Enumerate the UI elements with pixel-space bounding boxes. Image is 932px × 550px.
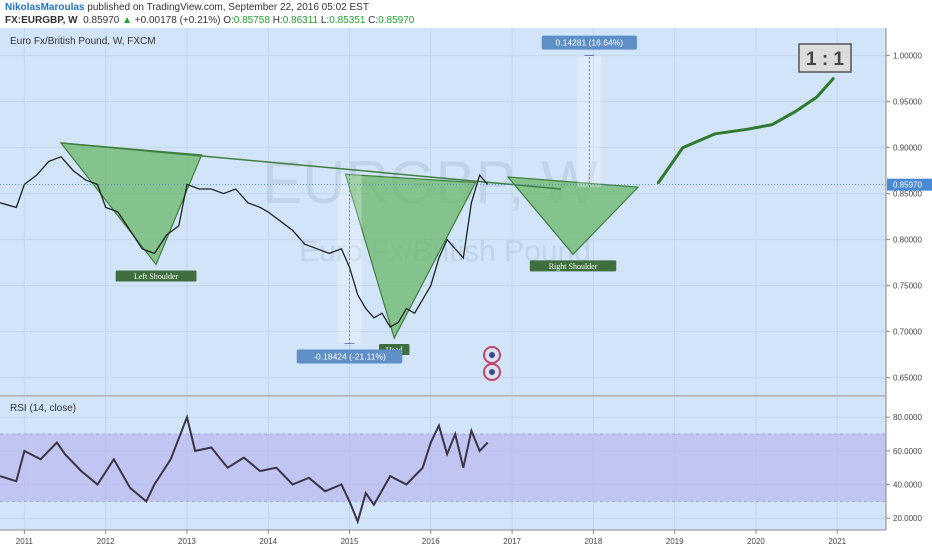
- low-label: L:: [320, 15, 330, 26]
- pattern-triangle[interactable]: [344, 173, 477, 340]
- x-tick-label: 2016: [422, 537, 440, 546]
- y-tick-label: 1.00000: [893, 52, 922, 61]
- x-tick-label: 2021: [828, 537, 846, 546]
- event-markers: [483, 346, 501, 381]
- published-text: published on TradingView.com, September …: [87, 2, 369, 13]
- current-price-tag: [887, 178, 932, 191]
- rsi-series[interactable]: [0, 413, 489, 525]
- main-pane-title: Euro Fx/British Pound, W, FXCM: [10, 36, 156, 47]
- ohlc-line: FX:EURGBP, W 0.85970 ▲ +0.00178 (+0.21%)…: [5, 15, 414, 26]
- last-price: 0.85970: [83, 15, 120, 26]
- measure-label-box: [541, 35, 637, 50]
- high-label: H:: [272, 15, 283, 26]
- pattern-label-box: [529, 260, 617, 272]
- y-tick-label: 0.75000: [893, 282, 922, 291]
- x-tick-label: 2020: [747, 537, 765, 546]
- high-value: 0.86311: [282, 15, 319, 26]
- price-series[interactable]: [0, 156, 489, 328]
- pattern-label: Left Shoulder: [134, 272, 179, 281]
- pattern-label-box: [115, 270, 197, 282]
- y-tick-label: 0.90000: [893, 144, 922, 153]
- author-link[interactable]: NikolasMaroulas: [5, 2, 85, 13]
- projection-curve[interactable]: [656, 77, 835, 185]
- x-tick-label: 2019: [666, 537, 684, 546]
- up-arrow-icon: ▲: [122, 15, 133, 26]
- rsi-band: [0, 434, 886, 502]
- open-label: O:: [223, 15, 234, 26]
- rsi-tick-label: 60.0000: [893, 447, 922, 456]
- price-change: +0.00178 (+0.21%): [134, 15, 221, 26]
- rsi-tick-label: 80.0000: [893, 413, 922, 422]
- close-value: 0.85970: [378, 15, 415, 26]
- current-price-label: 0.85970: [893, 181, 922, 190]
- x-tick-label: 2013: [178, 537, 196, 546]
- publish-line: NikolasMaroulas published on TradingView…: [5, 2, 369, 13]
- ratio-box: 1 : 1: [798, 43, 852, 73]
- symbol-label: FX:EURGBP, W: [5, 15, 78, 26]
- chart-canvas[interactable]: EURGBP, W Euro Fx/British Pound Left Sho…: [0, 28, 932, 550]
- measure-label: -0.18424 (-21.11%): [313, 352, 386, 362]
- pattern-label: Right Shoulder: [549, 262, 598, 271]
- chart-header: NikolasMaroulas published on TradingView…: [0, 0, 932, 29]
- rsi-tick-label: 40.0000: [893, 481, 922, 490]
- pattern-triangle[interactable]: [506, 176, 640, 256]
- ratio-label: 1 : 1: [806, 49, 844, 70]
- y-tick-label: 0.95000: [893, 98, 922, 107]
- x-tick-label: 2017: [503, 537, 521, 546]
- event-marker-dot: [489, 352, 495, 358]
- y-tick-label: 0.85000: [893, 190, 922, 199]
- y-tick-label: 0.70000: [893, 328, 922, 337]
- x-tick-label: 2011: [16, 537, 34, 546]
- open-value: 0.85758: [233, 15, 270, 26]
- y-tick-label: 0.80000: [893, 236, 922, 245]
- rsi-pane-title: RSI (14, close): [10, 403, 76, 414]
- rsi-tick-label: 20.0000: [893, 514, 922, 523]
- low-value: 0.85351: [329, 15, 366, 26]
- measure-label: 0.14281 (16.64%): [556, 38, 624, 48]
- close-label: C:: [368, 15, 379, 26]
- x-tick-label: 2015: [341, 537, 359, 546]
- x-tick-label: 2014: [259, 537, 277, 546]
- x-tick-label: 2012: [97, 537, 115, 546]
- y-tick-label: 0.65000: [893, 374, 922, 383]
- measure-label-box: [296, 349, 403, 364]
- x-tick-label: 2018: [584, 537, 602, 546]
- event-marker-dot: [489, 369, 495, 375]
